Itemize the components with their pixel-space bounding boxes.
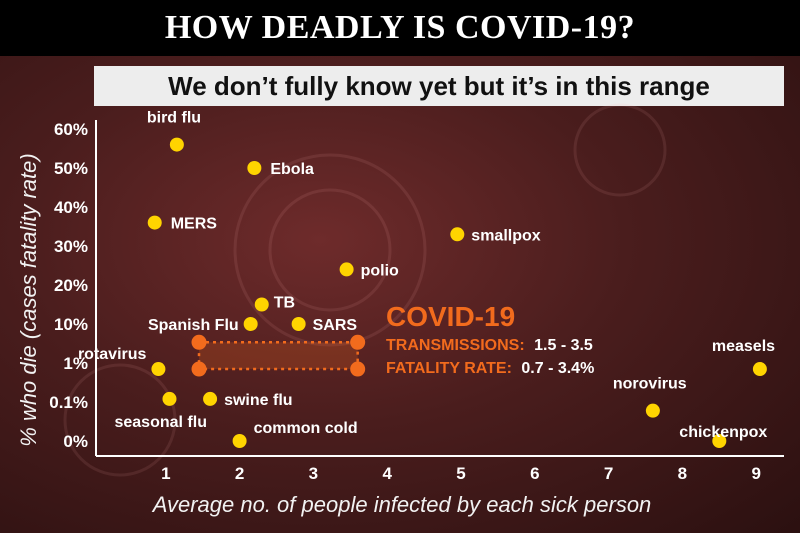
fatality-label: FATALITY RATE: (386, 360, 512, 377)
point-label: norovirus (613, 376, 687, 393)
covid-range-corner (350, 334, 366, 350)
data-point (450, 227, 465, 242)
point-label: polio (361, 262, 399, 279)
data-point (151, 362, 166, 377)
point-label: measels (712, 338, 775, 355)
x-tick-label: 1 (161, 464, 170, 483)
point-label: common cold (254, 420, 358, 437)
transmissions-value: 1.5 - 3.5 (534, 337, 593, 354)
x-tick-label: 6 (530, 464, 539, 483)
y-tick-label: 10% (54, 315, 88, 334)
data-points (147, 137, 767, 448)
y-tick-label: 20% (54, 276, 88, 295)
y-axis-label: % who die (cases fatality rate) (16, 153, 41, 446)
covid-range-corner (350, 361, 366, 377)
virus-illustration (63, 103, 667, 477)
covid-range-corner (191, 361, 207, 377)
point-label: MERS (171, 216, 218, 233)
covid-fatality: FATALITY RATE: 0.7 - 3.4% (386, 360, 594, 377)
y-tick-label: 50% (54, 159, 88, 178)
point-label: Ebola (270, 161, 314, 178)
point-labels: bird flu Ebola MERS smallpox polio TB Spanish … (78, 110, 775, 441)
x-tick-label: 3 (309, 464, 318, 483)
x-tick-label: 5 (456, 464, 465, 483)
fatality-value: 0.7 - 3.4% (521, 360, 594, 377)
y-tick-label: 0.1% (49, 393, 88, 412)
x-tick-label: 8 (678, 464, 687, 483)
point-label: chickenpox (679, 424, 767, 441)
data-point (247, 161, 262, 175)
x-tick-label: 7 (604, 464, 613, 483)
data-point (752, 362, 767, 377)
x-tick-label: 9 (751, 464, 760, 483)
point-label: bird flu (147, 110, 201, 127)
point-label: smallpox (471, 227, 540, 244)
point-label: swine flu (224, 392, 292, 409)
transmissions-label: TRANSMISSIONS: (386, 337, 525, 354)
y-ticks: 0% 0.1% 1% 10% 20% 30% 40% 50% 60% (49, 120, 88, 451)
data-point (162, 391, 177, 406)
y-tick-label: 40% (54, 198, 88, 217)
point-label: Spanish Flu (148, 317, 239, 334)
data-point (254, 297, 269, 312)
covid-range-box (197, 341, 359, 371)
chart-title: HOW DEADLY IS COVID-19? (164, 9, 636, 46)
covid-range-corner (191, 334, 207, 350)
x-tick-label: 2 (235, 464, 244, 483)
data-point (243, 317, 258, 331)
chart-subtitle: We don’t fully know yet but it’s in this… (168, 70, 710, 101)
y-tick-label: 60% (54, 120, 88, 139)
y-tick-label: 0% (63, 432, 88, 451)
data-point (147, 215, 162, 230)
x-tick-label: 4 (382, 464, 392, 483)
point-label: SARS (313, 317, 358, 334)
title-bar: HOW DEADLY IS COVID-19? (0, 0, 800, 56)
subtitle-bar: We don’t fully know yet but it’s in this… (94, 66, 784, 106)
data-point (232, 434, 247, 448)
data-point (712, 434, 727, 448)
point-label: seasonal flu (114, 414, 206, 431)
covid-range-corners (191, 334, 366, 377)
point-label: rotavirus (78, 346, 147, 363)
x-ticks: 1 2 3 4 5 6 7 8 9 (161, 464, 761, 483)
covid-title: COVID-19 (386, 301, 515, 332)
data-point (291, 317, 306, 331)
data-point (645, 403, 660, 418)
x-axis-label: Average no. of people infected by each s… (151, 492, 652, 517)
y-tick-label: 1% (63, 354, 88, 373)
data-point (339, 262, 354, 277)
point-label: TB (274, 295, 295, 312)
data-point (169, 137, 184, 152)
data-point (203, 391, 218, 406)
covid-transmissions: TRANSMISSIONS: 1.5 - 3.5 (386, 337, 593, 354)
y-tick-label: 30% (54, 237, 88, 256)
